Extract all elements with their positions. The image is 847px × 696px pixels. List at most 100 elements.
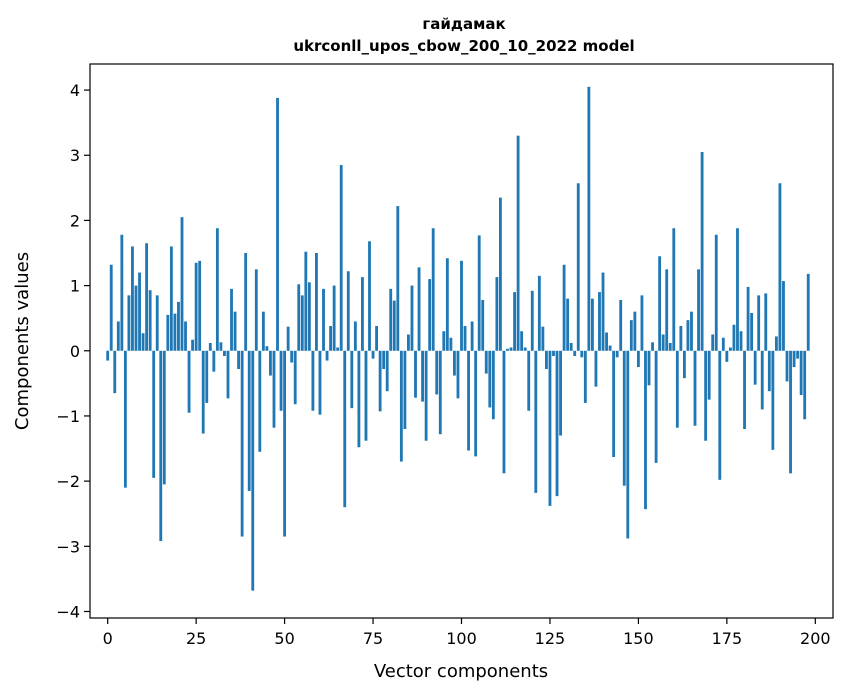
bar bbox=[361, 277, 364, 351]
bar bbox=[265, 346, 269, 351]
bar bbox=[162, 350, 166, 485]
bar bbox=[785, 350, 789, 382]
bar bbox=[187, 350, 191, 413]
y-axis-ticks: −4 −3 −2 −1 0 1 2 3 4 bbox=[56, 81, 90, 621]
bar bbox=[527, 350, 531, 411]
bar bbox=[226, 350, 230, 399]
bar bbox=[261, 311, 265, 351]
bar bbox=[407, 334, 410, 351]
bar bbox=[757, 295, 761, 351]
bar bbox=[300, 295, 304, 351]
bar bbox=[707, 350, 711, 400]
bar bbox=[760, 350, 764, 410]
bar bbox=[290, 350, 294, 363]
bar bbox=[605, 332, 608, 351]
bar bbox=[180, 217, 184, 351]
bar bbox=[622, 350, 626, 486]
bar bbox=[201, 350, 205, 434]
bar bbox=[276, 97, 279, 351]
bar bbox=[371, 350, 375, 359]
bar bbox=[442, 331, 446, 351]
bar bbox=[378, 350, 382, 412]
bar bbox=[417, 267, 421, 351]
bar bbox=[654, 350, 658, 463]
bar bbox=[173, 313, 177, 351]
bar bbox=[700, 151, 704, 351]
bar bbox=[148, 290, 152, 351]
bar bbox=[272, 350, 276, 428]
y-tick-label: 3 bbox=[70, 146, 80, 165]
chart-title-line-1: гайдамак bbox=[422, 15, 505, 33]
y-tick-label: 1 bbox=[70, 277, 80, 296]
bar bbox=[414, 350, 417, 398]
bar bbox=[368, 241, 371, 351]
bar bbox=[244, 253, 248, 351]
bar bbox=[106, 350, 110, 361]
bar bbox=[488, 350, 492, 408]
bar bbox=[491, 350, 495, 420]
bar bbox=[796, 350, 800, 359]
bar bbox=[254, 269, 258, 351]
bar bbox=[198, 260, 202, 351]
bar bbox=[569, 342, 573, 351]
bar bbox=[155, 295, 159, 351]
bar bbox=[336, 347, 340, 351]
bar bbox=[686, 320, 690, 351]
chart-title-line-2: ukrconll_upos_cbow_200_10_2022 model bbox=[293, 37, 634, 55]
bar bbox=[789, 350, 792, 474]
bar-series bbox=[106, 86, 810, 591]
bar bbox=[782, 281, 785, 351]
bar bbox=[109, 264, 113, 351]
bar bbox=[120, 234, 124, 351]
bar bbox=[697, 269, 700, 351]
bar bbox=[598, 292, 601, 351]
x-tick-label: 25 bbox=[186, 629, 206, 648]
bar bbox=[767, 350, 771, 392]
bar bbox=[152, 350, 156, 478]
bar bbox=[399, 350, 403, 462]
bar bbox=[499, 197, 502, 351]
bar bbox=[223, 350, 226, 356]
y-axis-label: Components values bbox=[12, 252, 33, 430]
plot-frame bbox=[89, 63, 834, 619]
bar bbox=[520, 331, 524, 351]
x-axis-label: Vector components bbox=[374, 661, 548, 682]
bar bbox=[665, 269, 669, 351]
bar bbox=[410, 285, 414, 351]
bar bbox=[615, 350, 619, 358]
x-tick-label: 125 bbox=[535, 629, 566, 648]
bar bbox=[516, 135, 520, 351]
bar bbox=[636, 350, 640, 368]
x-tick-label: 200 bbox=[800, 629, 831, 648]
bar bbox=[123, 350, 127, 488]
bar bbox=[166, 314, 170, 351]
bar bbox=[668, 342, 672, 351]
bar bbox=[134, 285, 138, 351]
bar bbox=[633, 311, 637, 351]
bar bbox=[530, 290, 534, 351]
bar bbox=[601, 272, 605, 351]
bar bbox=[739, 331, 743, 351]
bar bbox=[513, 292, 516, 351]
bar bbox=[311, 350, 315, 411]
bar bbox=[704, 350, 708, 441]
bar bbox=[552, 350, 555, 356]
bar bbox=[325, 350, 329, 361]
bar bbox=[428, 279, 432, 351]
x-tick-label: 100 bbox=[446, 629, 477, 648]
bar bbox=[506, 348, 509, 351]
bar bbox=[177, 301, 180, 351]
bar bbox=[116, 321, 120, 351]
bar bbox=[219, 342, 223, 351]
bar bbox=[329, 326, 333, 351]
bar bbox=[644, 350, 647, 510]
bar bbox=[484, 350, 488, 374]
bar bbox=[647, 350, 651, 386]
x-tick-label: 50 bbox=[274, 629, 294, 648]
bar bbox=[509, 347, 513, 351]
bar bbox=[435, 350, 439, 395]
y-tick-label: −2 bbox=[56, 472, 80, 491]
bar bbox=[771, 350, 775, 450]
bar bbox=[421, 350, 424, 402]
y-tick-label: −3 bbox=[56, 537, 80, 556]
